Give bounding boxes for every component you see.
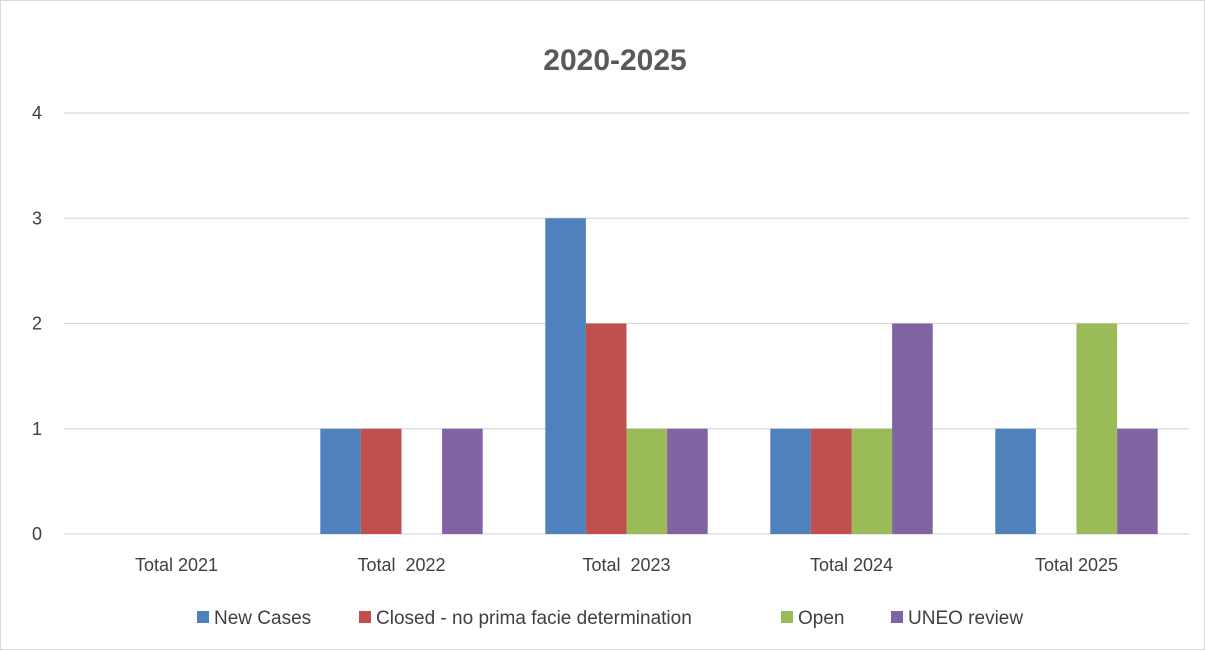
x-tick-label: Total 2021 [135,555,218,575]
legend-swatch [197,611,209,623]
bar-uneo-review-4 [1117,428,1158,534]
bar-closed-no-prima-facie-determination-1 [360,428,402,534]
bar-new-cases-1 [320,428,361,534]
y-tick-label: 3 [32,208,42,228]
legend-label: Closed - no prima facie determination [376,608,692,629]
legend-label: UNEO review [908,608,1023,629]
bar-uneo-review-3 [892,323,933,534]
legend: New Cases Closed - no prima facie determi… [197,608,1023,629]
y-tick-label: 4 [32,103,42,123]
chart-title: 2020-2025 [543,44,686,77]
bar-open-2 [626,428,668,534]
y-axis-ticks: 0 1 2 3 4 [32,103,42,544]
legend-swatch [891,611,903,623]
bar-open-3 [851,428,893,534]
legend-label: New Cases [214,608,311,629]
bar-new-cases-3 [770,428,811,534]
x-axis-ticks: Total 2021 Total 2022 Total 2023 Total 2024… [135,555,1118,575]
x-tick-label: Total 2025 [1035,555,1118,575]
legend-label: Open [798,608,844,629]
bars [320,218,1158,534]
x-tick-label: Total 2022 [357,555,445,575]
x-tick-label: Total 2023 [582,555,670,575]
y-tick-label: 0 [32,524,42,544]
legend-swatch [781,611,793,623]
bar-uneo-review-2 [667,428,708,534]
bar-new-cases-4 [995,428,1036,534]
bar-closed-no-prima-facie-determination-2 [585,323,627,534]
bar-new-cases-2 [545,218,586,534]
bar-uneo-review-1 [442,428,483,534]
bar-open-4 [1076,323,1118,534]
bar-closed-no-prima-facie-determination-3 [810,428,852,534]
y-tick-label: 1 [32,419,42,439]
y-tick-label: 2 [32,314,42,334]
x-tick-label: Total 2024 [810,555,893,575]
legend-swatch [359,611,371,623]
